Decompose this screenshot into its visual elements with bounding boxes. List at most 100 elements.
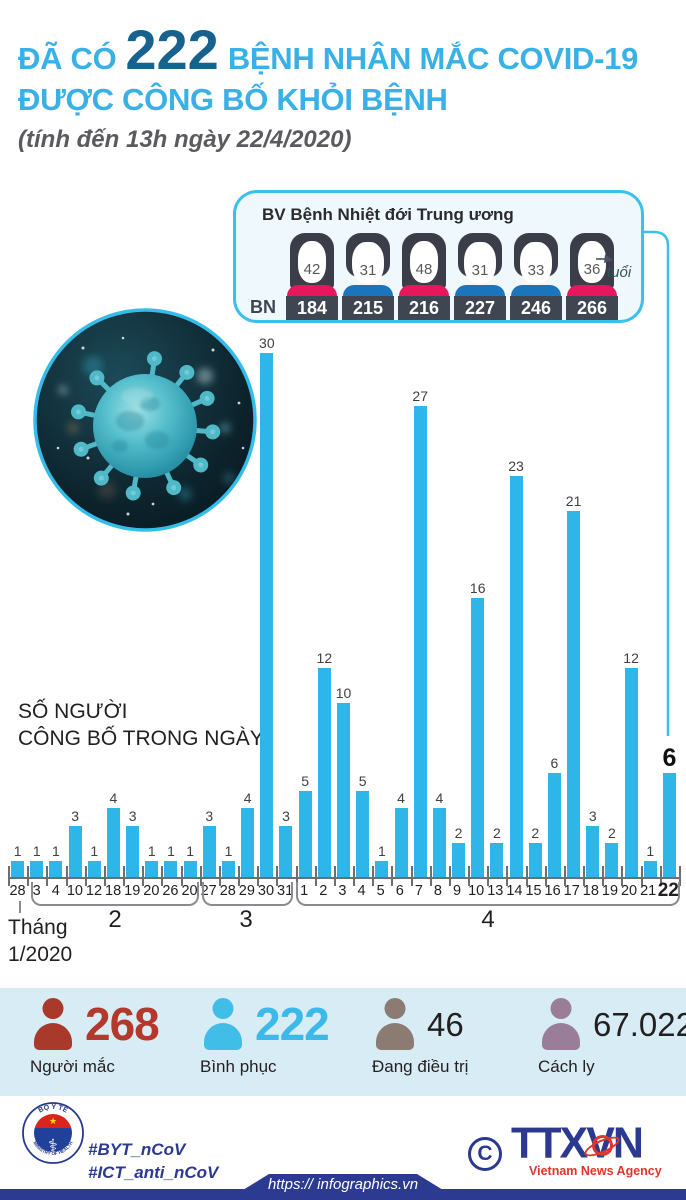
bar-value-label: 3 (128, 807, 137, 824)
bar (260, 353, 274, 878)
bar (567, 510, 581, 878)
month1-line2: 1/2020 (8, 943, 73, 966)
x-axis-label: 18 (582, 883, 599, 899)
bar (317, 668, 331, 878)
bar-value-label: 21 (565, 492, 582, 509)
avatar-face: 36 (578, 241, 606, 283)
x-axis-label: 19 (601, 883, 619, 899)
x-axis-label: 13 (487, 883, 504, 899)
bar (356, 790, 370, 878)
bar-column: 1 (181, 320, 200, 878)
x-axis-line (8, 877, 681, 879)
bar (298, 790, 312, 878)
bar-value-label: 1 (147, 842, 156, 859)
bar-value-label: 1 (13, 842, 22, 859)
bar-value-label: 23 (508, 457, 524, 474)
bar-value-label: 27 (412, 387, 428, 404)
avatar-face: 48 (410, 241, 438, 283)
x-axis-label: 17 (563, 883, 580, 899)
x-axis-label: 7 (414, 883, 423, 899)
axis-tick (640, 866, 643, 886)
bar-column: 12 (622, 320, 641, 878)
bar (11, 860, 25, 878)
ttxvn-logo: TTXVN (511, 1118, 644, 1168)
bar-column: 2 (526, 320, 545, 878)
x-axis-label: 3 (338, 883, 347, 899)
bar (126, 825, 140, 878)
bar-column: 21 (564, 320, 583, 878)
virus-image (33, 308, 257, 532)
footer-strip (0, 1189, 686, 1200)
x-axis-label: 12 (85, 883, 103, 899)
bar-column: 4 (430, 320, 449, 878)
avatar-face: 31 (464, 242, 496, 284)
x-axis-label: 4 (51, 883, 60, 899)
patient-age: 48 (415, 261, 433, 278)
title-rest: BỆNH NHÂN MẮC COVID-19 (227, 41, 639, 76)
patient-avatar: 33 246 (510, 233, 562, 321)
stat-label: Người mắc (30, 1057, 115, 1076)
bar (375, 860, 389, 878)
bar (279, 825, 293, 878)
bar (586, 825, 600, 878)
bar-column: 1 (46, 320, 65, 878)
person-icon (200, 998, 246, 1050)
axis-tick (468, 866, 471, 886)
axis-tick (506, 866, 509, 886)
axis-tick (314, 866, 317, 886)
bar-column: 3 (66, 320, 85, 878)
bar (202, 825, 216, 878)
stat-người-mắc: 268 Người mắc (30, 998, 160, 1077)
avatar-face: 42 (298, 241, 326, 283)
axis-tick (103, 866, 106, 886)
axis-tick (123, 866, 126, 886)
bar (452, 843, 466, 878)
bar-value-label: 1 (52, 842, 60, 859)
agency-name: Vietnam News Agency (529, 1164, 662, 1178)
bar-column: 6 (545, 320, 564, 878)
hospital-callout-box: BV Bệnh Nhiệt đới Trung ương 42 184 31 215 4… (233, 190, 644, 323)
hospital-name: BV Bệnh Nhiệt đới Trung ương (262, 205, 514, 224)
x-axis-label: 26 (162, 883, 179, 899)
chart-caption-line1: SỐ NGƯỜI (18, 700, 128, 723)
patient-bn-number: 266 (566, 296, 618, 320)
bar (624, 668, 638, 878)
bar-value-label: 1 (186, 842, 195, 859)
chart-caption-line2: CÔNG BỐ TRONG NGÀY (18, 727, 264, 750)
x-axis-label: 14 (506, 883, 523, 899)
axis-tick (46, 866, 49, 886)
bar-column: 1 (27, 320, 46, 878)
bar-value-label: 10 (335, 685, 352, 701)
patient-bn-number: 227 (454, 296, 506, 320)
axis-tick (276, 866, 279, 886)
bar-value-label: 1 (167, 842, 175, 859)
bar-column: 4 (104, 320, 123, 878)
bar-column: 3 (123, 320, 142, 878)
page-title-line2: ĐƯỢC CÔNG BỐ KHỎI BỆNH (18, 82, 448, 117)
copyright-icon: C (468, 1137, 502, 1171)
axis-tick (84, 866, 87, 886)
chart-caption: SỐ NGƯỜI CÔNG BỐ TRONG NGÀY (18, 698, 264, 752)
patient-avatar: 42 184 (286, 233, 338, 321)
bar-column: 4 (238, 320, 257, 878)
bar-column: 27 (411, 320, 430, 878)
bar (337, 703, 350, 878)
axis-tick (583, 866, 586, 886)
bar (643, 860, 657, 878)
x-axis-label: 15 (525, 883, 542, 899)
bar (106, 808, 120, 878)
bar (164, 860, 178, 878)
bar-column: 1 (641, 320, 660, 878)
bar (413, 405, 427, 878)
bar-value-label: 2 (531, 825, 540, 841)
axis-tick (487, 866, 490, 886)
bar (87, 860, 101, 878)
axis-tick (372, 866, 375, 886)
bar-value-label: 3 (588, 807, 597, 824)
bar-value-label: 3 (205, 807, 214, 824)
stat-label: Đang điều trị (372, 1057, 469, 1076)
bar-value-label: 4 (109, 790, 118, 806)
person-icon (372, 998, 418, 1050)
stat-value: 222 (255, 998, 330, 1050)
